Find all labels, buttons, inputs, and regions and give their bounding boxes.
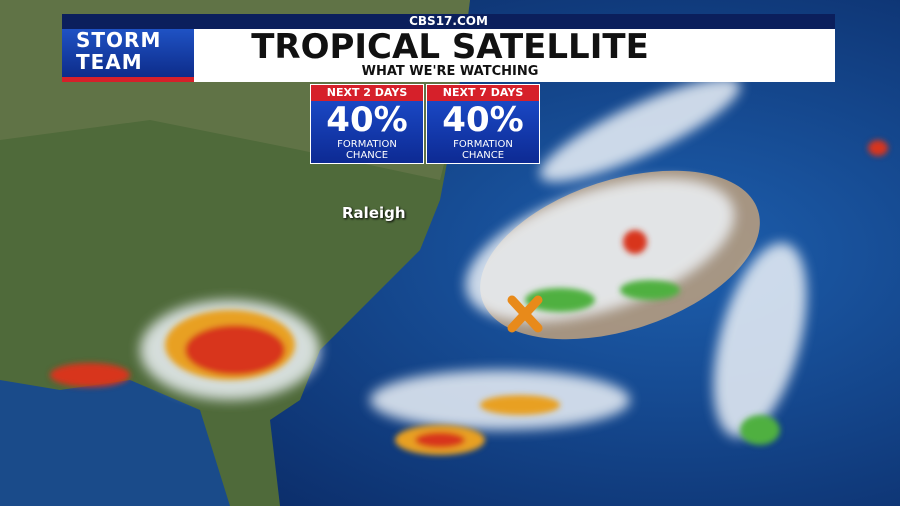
city-label: Raleigh [342,204,406,222]
title: TROPICAL SATELLITE [251,27,649,67]
period: NEXT 7 DAYS [427,85,539,101]
site: CBS17.COM [62,14,835,29]
chance: 40% [442,100,524,140]
chance: 40% [326,100,408,140]
outlook-box: NEXT 2 DAYS 40% FORMATION CHANCE [310,84,424,164]
chance-label: FORMATION [453,139,513,150]
subtitle: WHAT WE'RE WATCHING [361,64,539,79]
chance-label: FORMATION [337,139,397,150]
outlook-box: NEXT 7 DAYS 40% FORMATION CHANCE [426,84,540,164]
chance-label: CHANCE [461,150,505,161]
logo-line: TEAM [76,50,143,74]
chance-label: CHANCE [345,150,389,161]
logo: STORM TEAM [62,29,194,82]
logo-line: STORM [76,28,162,52]
period: NEXT 2 DAYS [311,85,423,101]
